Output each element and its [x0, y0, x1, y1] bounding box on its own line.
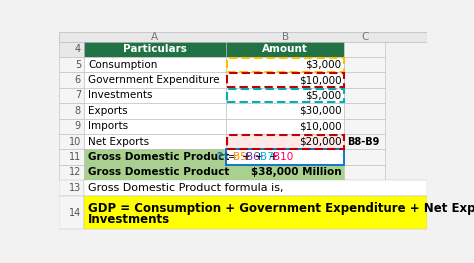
Bar [59, 134, 84, 149]
Text: Gross Domestic Product: Gross Domestic Product [88, 168, 229, 178]
Text: Gross Domestic Product: Gross Domestic Product [88, 152, 229, 162]
Text: 13: 13 [69, 183, 81, 193]
Text: $5,000: $5,000 [305, 90, 341, 100]
Bar [226, 149, 345, 165]
Text: Imports: Imports [88, 121, 128, 131]
Text: C: C [361, 32, 368, 42]
Text: B8-B9: B8-B9 [347, 137, 379, 147]
Text: $20,000: $20,000 [299, 137, 341, 147]
Bar [345, 42, 385, 57]
Bar [59, 165, 84, 180]
Bar [84, 134, 226, 149]
Bar [345, 72, 385, 88]
Bar [84, 88, 226, 103]
Bar [84, 119, 226, 134]
Bar [226, 119, 345, 134]
Bar [345, 88, 385, 103]
Text: 12: 12 [69, 168, 81, 178]
Bar [345, 103, 385, 119]
Bar [227, 89, 344, 102]
Bar [345, 149, 385, 165]
Text: ?: ? [217, 152, 223, 162]
Text: +: + [242, 152, 250, 162]
Bar [226, 149, 345, 165]
Bar [226, 134, 345, 149]
Text: B6: B6 [246, 152, 260, 162]
Text: Investments: Investments [88, 213, 170, 226]
Text: B: B [282, 32, 289, 42]
Text: Government Expenditure: Government Expenditure [88, 75, 219, 85]
Bar [59, 88, 84, 103]
Text: 14: 14 [69, 208, 81, 218]
Text: 7: 7 [75, 90, 81, 100]
Bar [59, 180, 84, 196]
Text: $3,000: $3,000 [305, 60, 341, 70]
Text: 5: 5 [75, 60, 81, 70]
Text: =: = [228, 152, 237, 162]
Text: A: A [151, 32, 158, 42]
Bar [84, 196, 427, 229]
Bar [226, 72, 345, 88]
Bar [84, 42, 226, 57]
Text: Consumption: Consumption [88, 60, 157, 70]
Text: $10,000: $10,000 [299, 75, 341, 85]
Bar [226, 103, 345, 119]
Text: 8: 8 [75, 106, 81, 116]
Text: $38,000 Million: $38,000 Million [251, 168, 341, 178]
Text: 9: 9 [75, 121, 81, 131]
Bar [59, 42, 84, 57]
Text: Particulars: Particulars [123, 44, 187, 54]
Text: Net Exports: Net Exports [88, 137, 149, 147]
Bar [227, 135, 344, 149]
Text: 10: 10 [69, 137, 81, 147]
Text: Exports: Exports [88, 106, 128, 116]
Text: 6: 6 [75, 75, 81, 85]
Bar [227, 73, 344, 87]
Text: $30,000: $30,000 [299, 106, 341, 116]
Text: B7: B7 [260, 152, 273, 162]
Text: Investments: Investments [88, 90, 153, 100]
Bar [59, 149, 84, 165]
Bar [226, 88, 345, 103]
Bar [84, 57, 226, 72]
Text: +: + [269, 152, 277, 162]
Bar [59, 196, 84, 229]
Bar [226, 42, 345, 57]
Bar [84, 103, 226, 119]
Text: $10,000: $10,000 [299, 121, 341, 131]
Bar [59, 32, 427, 42]
Text: B5: B5 [233, 152, 246, 162]
Bar [59, 72, 84, 88]
Bar [345, 134, 385, 149]
Text: GDP = Consumption + Government Expenditure + Net Exports +: GDP = Consumption + Government Expenditu… [88, 202, 474, 215]
Text: B10: B10 [273, 152, 293, 162]
Text: Amount: Amount [262, 44, 308, 54]
Bar [226, 165, 345, 180]
Text: +: + [255, 152, 264, 162]
Bar [84, 180, 427, 196]
Text: Gross Domestic Product formula is,: Gross Domestic Product formula is, [88, 183, 283, 193]
Bar [345, 57, 385, 72]
Bar [227, 58, 344, 72]
Bar [226, 57, 345, 72]
Bar [345, 119, 385, 134]
Bar [84, 165, 226, 180]
Bar [59, 57, 84, 72]
Bar [345, 165, 385, 180]
Bar [84, 72, 226, 88]
Bar [59, 119, 84, 134]
Text: 4: 4 [75, 44, 81, 54]
Bar [84, 149, 226, 165]
Bar [59, 103, 84, 119]
Text: 11: 11 [69, 152, 81, 162]
